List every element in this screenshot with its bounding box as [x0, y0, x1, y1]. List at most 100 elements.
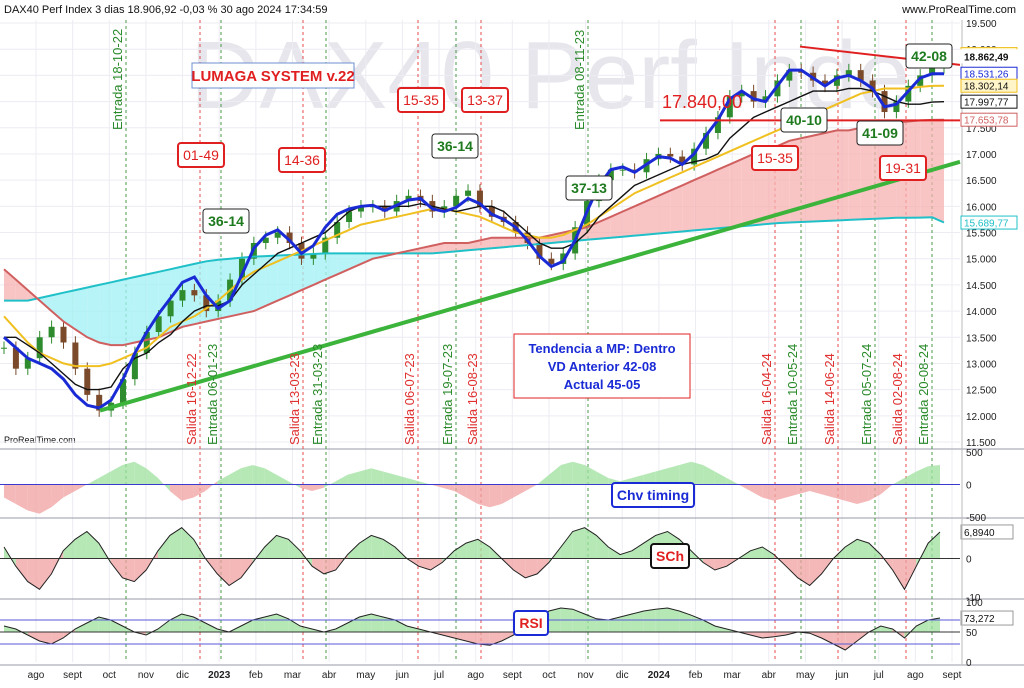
- chv-area: [667, 465, 680, 485]
- candle-body: [679, 156, 686, 165]
- vertical-labels-layer: Entrada 18-10-22 Salida 16-12-22 Entrada 0…: [110, 29, 931, 445]
- axis-layer: 5000-5000-101005006,894073,27219.50019.0…: [28, 19, 1018, 681]
- candle-body: [191, 290, 198, 296]
- sch-area: [323, 558, 336, 574]
- signal-vertical-label: Entrada 20-08-24: [916, 344, 931, 445]
- month-label: may: [356, 670, 375, 681]
- candle-body: [1, 347, 7, 349]
- chv-area: [572, 461, 585, 485]
- chv-area: [63, 484, 76, 498]
- price-label-box: [960, 78, 1018, 93]
- sch-area: [477, 539, 490, 559]
- candle-body: [822, 80, 829, 86]
- month-label: ago: [467, 670, 484, 681]
- candle-body: [357, 206, 364, 212]
- chv-area: [762, 484, 775, 501]
- chv-area: [27, 484, 40, 514]
- chv-area: [857, 484, 869, 504]
- sch-area: [797, 558, 810, 586]
- signal-vertical-label: Salida 06-07-23: [402, 353, 417, 445]
- system-box: [191, 62, 355, 89]
- sch-area: [86, 531, 99, 559]
- cloud-segment: [313, 253, 326, 285]
- candle-body: [738, 91, 745, 97]
- chv-area: [169, 484, 182, 501]
- price-label-text: 18.862,49: [964, 52, 1009, 63]
- rsi-area: [276, 614, 289, 632]
- sch-area: [868, 543, 881, 559]
- chv-area: [904, 471, 917, 485]
- cloud-segment: [706, 169, 718, 230]
- signal-vertical-label: Entrada 18-10-22: [110, 29, 125, 130]
- candle-body: [24, 358, 31, 369]
- chv-area: [703, 465, 715, 485]
- chv-area: [383, 471, 395, 485]
- candle-body: [536, 242, 543, 259]
- candle-body: [286, 232, 293, 243]
- rsi-area: [110, 620, 123, 632]
- candle-body: [786, 70, 793, 81]
- sch-area: [513, 558, 526, 578]
- signal-vertical-label: Entrada 08-11-23: [572, 30, 587, 130]
- candle-body: [131, 352, 138, 380]
- chv-area: [584, 465, 597, 485]
- sch-area: [620, 550, 632, 559]
- rsi-area: [466, 632, 478, 644]
- cloud-segment: [872, 122, 885, 219]
- rsi-tick-label: 100: [966, 598, 983, 609]
- chv-area: [596, 471, 609, 485]
- support-trendline: [99, 159, 961, 413]
- cloud-segment: [694, 174, 707, 231]
- cloud-segment: [349, 253, 361, 270]
- price-tick-label: 17.000: [966, 150, 997, 161]
- cloud-segment: [825, 130, 837, 221]
- cloud-segment: [658, 190, 671, 234]
- cloud-segment: [610, 211, 623, 238]
- candle-body: [203, 295, 210, 312]
- chv-area: [679, 461, 692, 485]
- chv-area: [726, 478, 739, 485]
- month-label: 2024: [648, 670, 671, 681]
- signal-vertical-label: Salida 14-06-24: [822, 353, 837, 445]
- signal-box-label: 36-14: [208, 213, 244, 229]
- chv-area: [75, 484, 87, 491]
- cloud-segment: [860, 125, 873, 220]
- month-label: oct: [542, 670, 556, 681]
- cloud-segment: [87, 284, 100, 343]
- rsi-area: [442, 632, 455, 638]
- sch-area: [264, 535, 277, 559]
- month-label: oct: [103, 670, 117, 681]
- rsi-area: [821, 632, 834, 644]
- cloud-segment: [682, 180, 695, 232]
- chv-area: [549, 465, 561, 485]
- sch-area: [430, 558, 443, 571]
- sch-area: [845, 539, 858, 559]
- signal-box-label: 36-14: [437, 138, 473, 154]
- chv-area: [240, 465, 253, 485]
- cloud-segment: [444, 242, 457, 253]
- candle-body: [84, 368, 91, 395]
- candle-body: [274, 232, 281, 238]
- panel-label-box: [650, 543, 690, 569]
- sch-area: [288, 539, 301, 559]
- chv-area: [229, 468, 241, 485]
- rsi-area: [252, 617, 265, 632]
- chv-area: [466, 484, 478, 504]
- rsi-area: [383, 617, 395, 632]
- signal-box-label: 37-13: [571, 180, 607, 196]
- candle-body: [905, 85, 912, 102]
- candle-body: [453, 195, 460, 207]
- chv-area: [300, 484, 313, 491]
- chv-area: [335, 474, 348, 485]
- chv-area: [501, 484, 514, 504]
- signal-box-label: 13-37: [467, 92, 503, 108]
- rsi-area: [774, 632, 786, 637]
- rsi-area: [703, 620, 715, 632]
- sch-area: [537, 558, 550, 574]
- candle-body: [929, 67, 936, 76]
- sch-area: [466, 539, 478, 559]
- month-label: dic: [176, 670, 189, 681]
- signal-box: [202, 208, 250, 234]
